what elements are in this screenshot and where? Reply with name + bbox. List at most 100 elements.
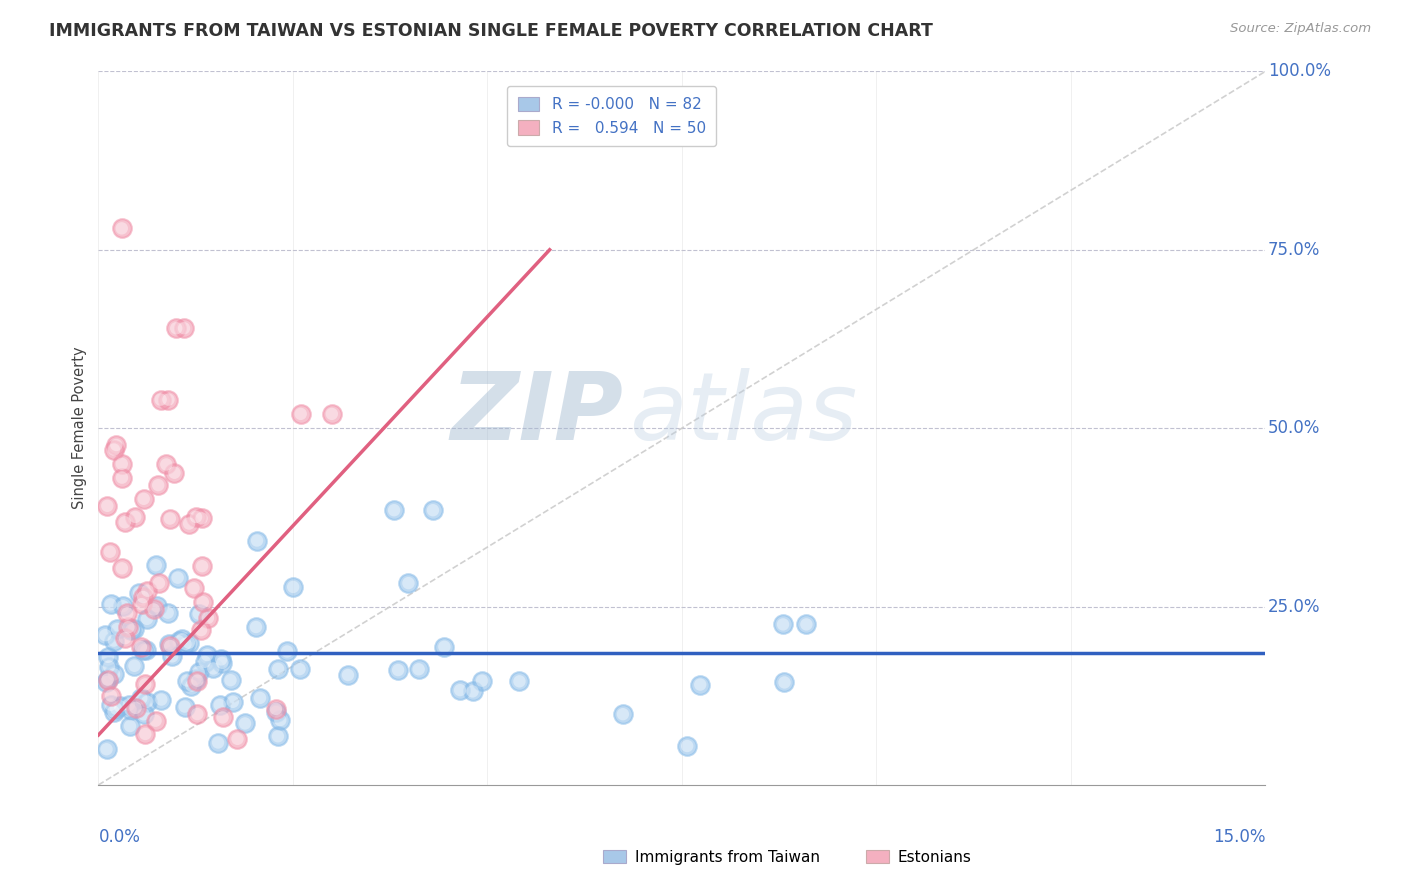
Point	[148, 478, 170, 492]
Point	[176, 673, 198, 688]
Point	[103, 442, 125, 457]
Point	[408, 662, 430, 676]
Point	[129, 640, 152, 654]
Point	[100, 698, 122, 712]
Point	[111, 561, 134, 575]
Point	[131, 691, 153, 706]
Point	[100, 698, 122, 712]
Point	[136, 583, 159, 598]
Point	[159, 639, 181, 653]
Point	[612, 707, 634, 722]
Legend: R = -0.000   N = 82, R =   0.594   N = 50: R = -0.000 N = 82, R = 0.594 N = 50	[508, 87, 717, 146]
Point	[183, 581, 205, 595]
Point	[131, 691, 153, 706]
Point	[187, 665, 209, 680]
Point	[209, 652, 232, 666]
Point	[155, 458, 177, 472]
Point	[160, 649, 183, 664]
Point	[174, 637, 197, 651]
Point	[184, 672, 207, 686]
Point	[105, 702, 128, 716]
Point	[96, 742, 118, 756]
Point	[796, 617, 818, 632]
Point	[174, 637, 197, 651]
Point	[160, 649, 183, 664]
Point	[145, 558, 167, 573]
Point	[321, 407, 343, 421]
Point	[124, 509, 146, 524]
Point	[194, 655, 217, 669]
Point	[195, 648, 218, 662]
Point	[96, 675, 118, 690]
Point	[173, 321, 195, 335]
Point	[207, 735, 229, 749]
Point	[202, 661, 225, 675]
Point	[145, 714, 167, 728]
Point	[194, 655, 217, 669]
Point	[114, 631, 136, 645]
Point	[94, 628, 117, 642]
Point	[208, 698, 231, 712]
Point	[120, 624, 142, 638]
Point	[184, 510, 207, 524]
Point	[336, 668, 359, 682]
Point	[146, 599, 169, 614]
Point	[191, 559, 214, 574]
Point	[387, 663, 409, 677]
Point	[207, 735, 229, 749]
Point	[159, 511, 181, 525]
Point	[96, 499, 118, 513]
Point	[105, 622, 128, 636]
Point	[136, 612, 159, 626]
Point	[396, 576, 419, 591]
Point	[117, 620, 139, 634]
Point	[124, 509, 146, 524]
Point	[135, 643, 157, 657]
Point	[97, 672, 120, 686]
Point	[111, 561, 134, 575]
Point	[103, 705, 125, 719]
Point	[290, 407, 312, 421]
Point	[187, 607, 209, 621]
Point	[772, 617, 794, 632]
Point	[134, 727, 156, 741]
Point	[111, 457, 134, 471]
Text: 100.0%: 100.0%	[1268, 62, 1330, 80]
Point	[773, 675, 796, 690]
Point	[148, 478, 170, 492]
Point	[97, 672, 120, 686]
Point	[276, 644, 298, 658]
Point	[132, 643, 155, 657]
Point	[264, 702, 287, 716]
Point	[132, 707, 155, 722]
Point	[177, 635, 200, 649]
Point	[115, 607, 138, 621]
Point	[111, 599, 134, 614]
Point	[120, 624, 142, 638]
Point	[135, 643, 157, 657]
Point	[134, 677, 156, 691]
Point	[97, 673, 120, 687]
Point	[186, 673, 208, 688]
Point	[508, 674, 530, 689]
Point	[142, 602, 165, 616]
Point	[118, 719, 141, 733]
Point	[96, 675, 118, 690]
Point	[145, 558, 167, 573]
Point	[166, 571, 188, 585]
Point	[105, 438, 128, 452]
Point	[134, 727, 156, 741]
Point	[129, 640, 152, 654]
Point	[180, 679, 202, 693]
Point	[111, 470, 134, 484]
Point	[98, 659, 121, 673]
Point	[177, 516, 200, 531]
Point	[172, 632, 194, 647]
Point	[246, 533, 269, 548]
Point	[267, 662, 290, 676]
Point	[184, 672, 207, 686]
Point	[117, 620, 139, 634]
Point	[136, 695, 159, 709]
Point	[114, 515, 136, 529]
Point	[97, 649, 120, 664]
